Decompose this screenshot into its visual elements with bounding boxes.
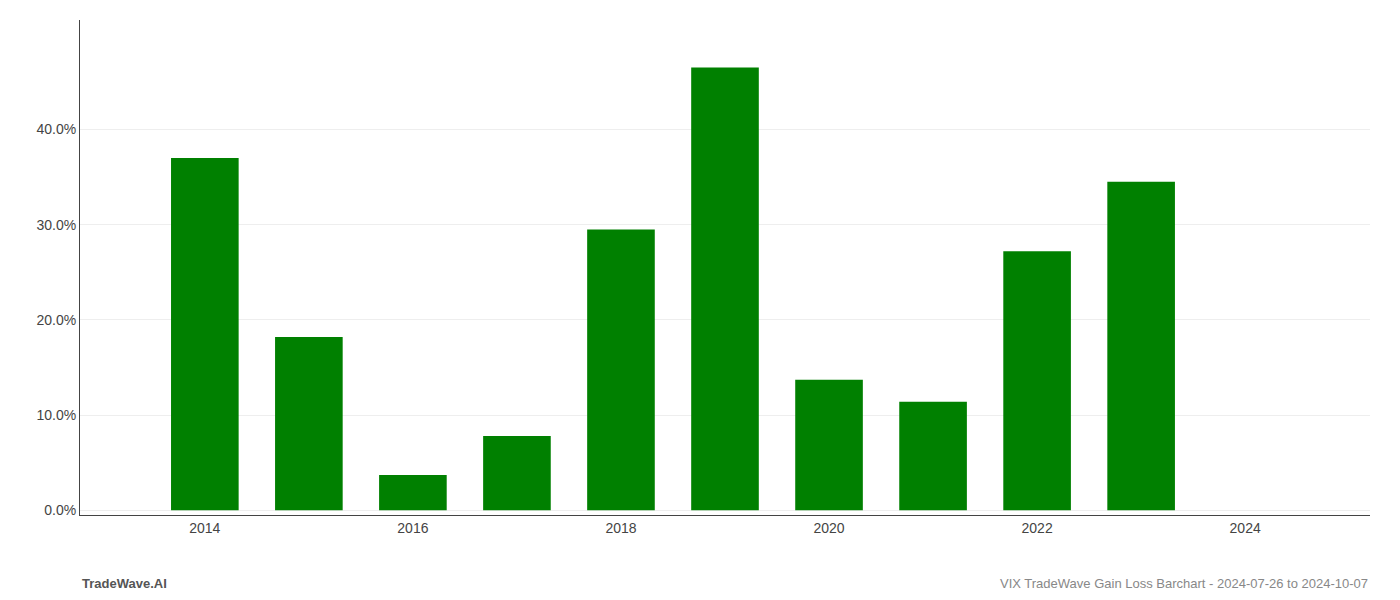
svg-text:2024: 2024 bbox=[1230, 520, 1261, 536]
svg-text:VIX TradeWave Gain Loss Barcha: VIX TradeWave Gain Loss Barchart - 2024-… bbox=[1000, 576, 1368, 591]
svg-text:2014: 2014 bbox=[189, 520, 220, 536]
svg-text:20.0%: 20.0% bbox=[36, 312, 76, 328]
svg-text:30.0%: 30.0% bbox=[36, 217, 76, 233]
svg-text:2016: 2016 bbox=[397, 520, 428, 536]
svg-text:2018: 2018 bbox=[605, 520, 636, 536]
svg-text:TradeWave.AI: TradeWave.AI bbox=[82, 576, 167, 591]
svg-text:40.0%: 40.0% bbox=[36, 121, 76, 137]
svg-text:0.0%: 0.0% bbox=[44, 502, 76, 518]
svg-text:2020: 2020 bbox=[813, 520, 844, 536]
svg-text:2022: 2022 bbox=[1022, 520, 1053, 536]
svg-text:10.0%: 10.0% bbox=[36, 407, 76, 423]
